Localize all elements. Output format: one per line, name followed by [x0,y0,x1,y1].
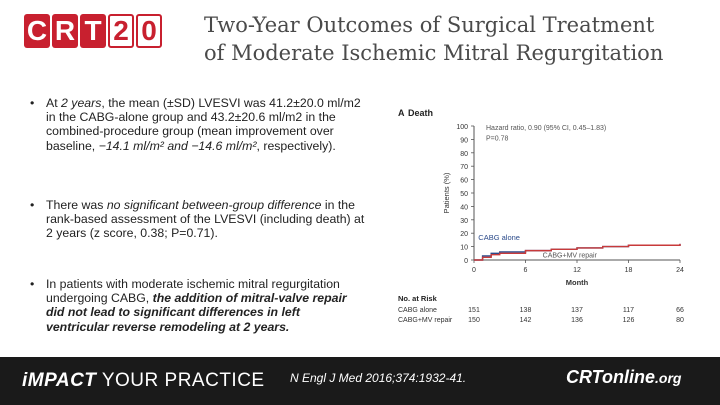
bullet-text: There was no significant between-group d… [46,198,365,241]
logo-letter: 2 [108,14,134,48]
crtonline-logo: CRTonline.org [566,367,681,388]
y-tick-label: 30 [460,218,468,225]
text-run: , the mean (±SD) LVESVI was 41.2±20.0 ml… [46,96,361,153]
text-run: At [46,96,62,110]
risk-value: 138 [520,307,532,314]
risk-value: 66 [676,307,684,314]
bullet-text: At 2 years, the mean (±SD) LVESVI was 41… [46,96,365,153]
series-label-cabg-alone: CABG alone [478,233,520,242]
slide-title-line2: of Moderate Ischemic Mitral Regurgitatio… [204,41,664,65]
text-run: in the rank-based assessment of the LVES… [46,198,365,241]
slide-title-line1: Two-Year Outcomes of Surgical Treatment [204,13,655,37]
text-run-italic: −14.1 ml/m² and −14.6 ml/m² [98,138,257,153]
p-value-annotation: P=0.78 [486,136,508,143]
y-tick-label: 0 [464,258,468,265]
y-tick-label: 100 [456,124,468,131]
text-run-italic: 2 years [61,96,102,110]
slide-title: Two-Year Outcomes of Surgical Treatment … [204,11,704,67]
km-chart-svg: A Death 0 10 20 30 40 50 60 70 80 90 100 0 6 12 18 24 Mont… [398,108,684,324]
y-tick-label: 50 [460,191,468,198]
series-label-cabg-mv-repair: CABG+MV repair [543,252,598,259]
bullet-dot: • [30,277,35,291]
logo-letter: 0 [136,14,162,48]
risk-value: 117 [623,307,634,314]
text-run-bold-italic: the addition of mitral-valve repair did … [46,291,347,334]
bullet-text: In patients with moderate ischemic mitra… [46,277,365,334]
chart-title: Death [408,108,433,118]
text-run: In patients with moderate ischemic mitra… [46,277,340,306]
y-tick-label: 10 [460,245,468,252]
risk-value: 151 [468,307,480,314]
logo-letter: T [80,14,106,48]
y-tick-label: 40 [460,204,468,211]
risk-row-label: CABG+MV repair [398,317,453,324]
risk-table-header: No. at Risk [398,294,438,303]
y-tick-label: 60 [460,178,468,185]
x-tick-label: 0 [472,267,476,274]
risk-value: 150 [468,317,480,324]
km-chart: A Death 0 10 20 30 40 50 60 70 80 90 100 0 6 12 18 24 Mont… [394,104,694,334]
y-tick-label: 70 [460,164,468,171]
bullet-item: • There was no significant between-group… [30,198,365,241]
panel-label: A [398,108,405,118]
risk-value: 136 [571,317,583,324]
bullet-item: • At 2 years, the mean (±SD) LVESVI was … [30,96,365,153]
impact-word: iMPACT [22,370,97,391]
km-curve-cabg-mv-repair [474,243,681,261]
y-tick-label: 20 [460,231,468,238]
x-tick-label: 12 [573,267,581,274]
x-tick-label: 6 [524,267,528,274]
text-run: , respectively). [256,138,336,153]
risk-value: 126 [623,317,635,324]
brand-main: CRTonline [566,367,655,387]
risk-value: 137 [571,307,583,314]
brand-domain: .org [655,370,682,386]
bullet-dot: • [30,198,35,212]
risk-value: 80 [676,317,684,324]
logo-letter: R [52,14,78,48]
crt20-logo: C R T 2 0 [24,14,162,48]
y-tick-label: 80 [460,151,468,158]
x-tick-label: 18 [625,267,633,274]
bullet-item: • In patients with moderate ischemic mit… [30,277,365,334]
footer-bar: iMPACT YOUR PRACTICE N Engl J Med 2016;3… [0,357,720,405]
text-run: There was [46,198,107,212]
y-axis-label: Patients (%) [442,172,451,213]
risk-row-label: CABG alone [398,307,437,314]
text-run-italic: no significant between-group difference [106,198,325,212]
x-tick-label: 24 [676,267,684,274]
y-tick-label: 90 [460,137,468,144]
impact-tagline: iMPACT YOUR PRACTICE [22,370,265,392]
logo-letter: C [24,14,50,48]
impact-rest: YOUR PRACTICE [96,370,265,391]
bullet-dot: • [30,96,35,110]
citation: N Engl J Med 2016;374:1932-41. [290,371,467,385]
risk-value: 142 [520,317,532,324]
x-axis-label: Month [566,278,589,287]
hazard-ratio-annotation: Hazard ratio, 0.90 (95% CI, 0.45–1.83) [486,125,606,132]
